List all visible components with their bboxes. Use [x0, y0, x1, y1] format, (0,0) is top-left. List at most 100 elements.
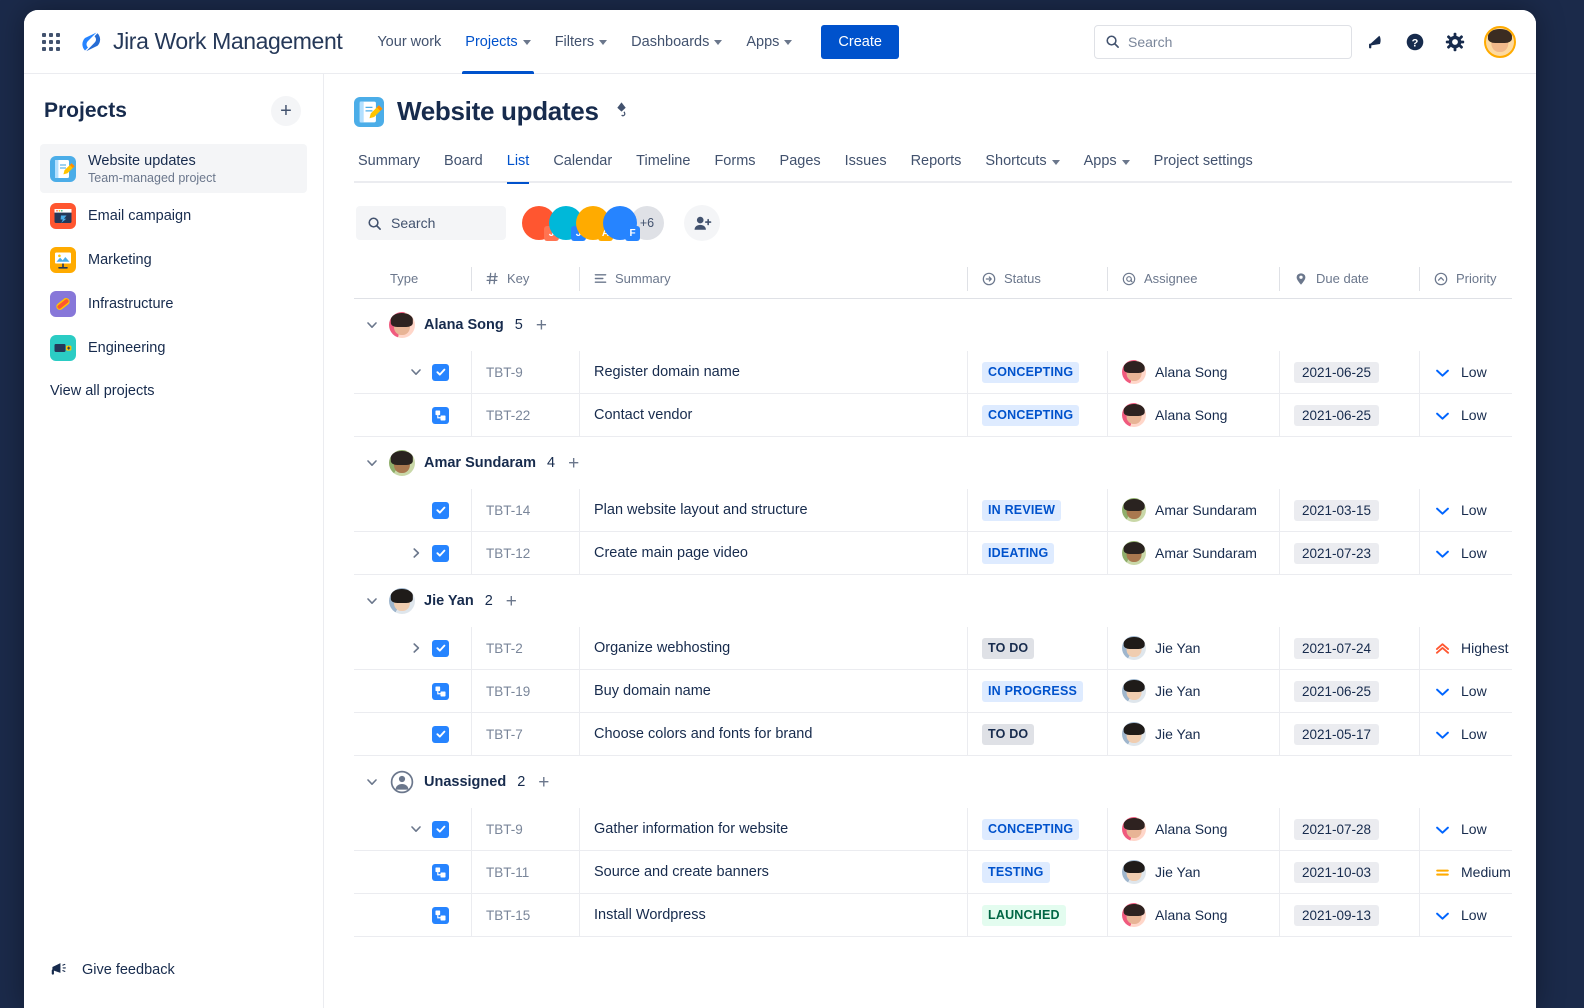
- task-type-icon[interactable]: [432, 820, 449, 838]
- cell-summary[interactable]: Gather information for website: [580, 808, 968, 850]
- cell-key[interactable]: TBT-7: [472, 713, 580, 755]
- table-row[interactable]: TBT-11 Source and create banners TESTING Ji…: [354, 851, 1512, 894]
- cell-assignee[interactable]: Alana Song: [1108, 394, 1280, 436]
- sidebar-item-email-campaign[interactable]: Email campaign: [40, 195, 307, 237]
- jira-brand-logo[interactable]: Jira Work Management: [78, 28, 343, 55]
- cell-status[interactable]: IDEATING: [968, 532, 1108, 574]
- table-row[interactable]: TBT-14 Plan website layout and structure I…: [354, 489, 1512, 532]
- group-header[interactable]: Unassigned 2 +: [354, 756, 1512, 808]
- status-badge[interactable]: TESTING: [982, 861, 1050, 883]
- cell-due-date[interactable]: 2021-06-25: [1280, 394, 1420, 436]
- tab-timeline[interactable]: Timeline: [624, 140, 702, 182]
- cell-summary[interactable]: Choose colors and fonts for brand: [580, 713, 968, 755]
- sidebar-item-engineering[interactable]: Engineering: [40, 327, 307, 369]
- row-expander-down-icon[interactable]: [408, 366, 424, 378]
- tab-shortcuts[interactable]: Shortcuts: [973, 140, 1071, 182]
- status-badge[interactable]: CONCEPTING: [982, 361, 1080, 383]
- sidebar-item-marketing[interactable]: Marketing: [40, 239, 307, 281]
- column-header-due-date[interactable]: Due date: [1280, 266, 1420, 291]
- cell-status[interactable]: CONCEPTING: [968, 351, 1108, 393]
- cell-priority[interactable]: Low: [1420, 808, 1536, 850]
- avatar[interactable]: [1484, 25, 1516, 58]
- cell-summary[interactable]: Organize webhosting: [580, 627, 968, 669]
- cell-priority[interactable]: Medium: [1420, 851, 1536, 893]
- add-issue-to-group-button[interactable]: +: [505, 590, 517, 612]
- sidebar-item-infrastructure[interactable]: Infrastructure: [40, 283, 307, 325]
- status-badge[interactable]: LAUNCHED: [982, 904, 1066, 926]
- group-header[interactable]: Alana Song 5 +: [354, 299, 1512, 351]
- cell-assignee[interactable]: Jie Yan: [1108, 670, 1280, 712]
- cell-summary[interactable]: Create main page video: [580, 532, 968, 574]
- create-button[interactable]: Create: [821, 24, 899, 59]
- cell-assignee[interactable]: Jie Yan: [1108, 627, 1280, 669]
- cell-key[interactable]: TBT-14: [472, 489, 580, 531]
- settings-gear-icon[interactable]: [1438, 25, 1472, 59]
- cell-assignee[interactable]: Alana Song: [1108, 894, 1280, 936]
- avatar[interactable]: F: [603, 206, 640, 241]
- tab-apps[interactable]: Apps: [1072, 140, 1142, 182]
- cell-assignee[interactable]: Alana Song: [1108, 351, 1280, 393]
- cell-key[interactable]: TBT-12: [472, 532, 580, 574]
- nav-dashboards[interactable]: Dashboards: [620, 10, 733, 74]
- cell-assignee[interactable]: Jie Yan: [1108, 713, 1280, 755]
- task-type-icon[interactable]: [432, 363, 449, 381]
- column-header-assignee[interactable]: Assignee: [1108, 266, 1280, 291]
- cell-status[interactable]: TO DO: [968, 713, 1108, 755]
- status-badge[interactable]: CONCEPTING: [982, 818, 1080, 840]
- status-badge[interactable]: IN REVIEW: [982, 499, 1062, 521]
- cell-status[interactable]: CONCEPTING: [968, 394, 1108, 436]
- subtask-type-icon[interactable]: [432, 682, 449, 700]
- task-type-icon[interactable]: [432, 725, 449, 743]
- tab-summary[interactable]: Summary: [354, 140, 432, 182]
- nav-filters[interactable]: Filters: [544, 10, 618, 74]
- global-search-input[interactable]: Search: [1094, 24, 1352, 59]
- help-icon[interactable]: ?: [1398, 25, 1432, 59]
- sidebar-item-website-updates[interactable]: Website updates Team-managed project: [40, 144, 307, 194]
- row-expander-right-icon[interactable]: [408, 642, 424, 654]
- cell-due-date[interactable]: 2021-07-23: [1280, 532, 1420, 574]
- cell-key[interactable]: TBT-22: [472, 394, 580, 436]
- cell-due-date[interactable]: 2021-06-25: [1280, 670, 1420, 712]
- cell-status[interactable]: CONCEPTING: [968, 808, 1108, 850]
- tab-reports[interactable]: Reports: [899, 140, 974, 182]
- give-feedback-button[interactable]: Give feedback: [40, 961, 307, 1008]
- cell-summary[interactable]: Buy domain name: [580, 670, 968, 712]
- cell-key[interactable]: TBT-2: [472, 627, 580, 669]
- status-badge[interactable]: TO DO: [982, 637, 1035, 659]
- cell-due-date[interactable]: 2021-03-15: [1280, 489, 1420, 531]
- cell-priority[interactable]: Low: [1420, 394, 1536, 436]
- add-issue-to-group-button[interactable]: +: [535, 314, 547, 336]
- table-row[interactable]: TBT-19 Buy domain name IN PROGRESS Jie Yan 2…: [354, 670, 1512, 713]
- search-input[interactable]: Search: [356, 206, 506, 240]
- subtask-type-icon[interactable]: [432, 406, 449, 424]
- table-row[interactable]: TBT-9 Register domain name CONCEPTING Alana…: [354, 351, 1512, 394]
- column-header-priority[interactable]: Priority: [1420, 267, 1536, 291]
- cell-status[interactable]: LAUNCHED: [968, 894, 1108, 936]
- column-header-status[interactable]: Status: [968, 266, 1108, 291]
- cell-priority[interactable]: Low: [1420, 713, 1536, 755]
- cell-key[interactable]: TBT-9: [472, 808, 580, 850]
- table-row[interactable]: TBT-15 Install Wordpress LAUNCHED Alana Son…: [354, 894, 1512, 937]
- cell-key[interactable]: TBT-19: [472, 670, 580, 712]
- row-expander-down-icon[interactable]: [364, 457, 380, 469]
- table-row[interactable]: TBT-7 Choose colors and fonts for brand TO…: [354, 713, 1512, 756]
- table-row[interactable]: TBT-22 Contact vendor CONCEPTING Alana Song…: [354, 394, 1512, 437]
- tab-list[interactable]: List: [495, 140, 542, 184]
- cell-assignee[interactable]: Jie Yan: [1108, 851, 1280, 893]
- add-issue-to-group-button[interactable]: +: [568, 452, 580, 474]
- status-badge[interactable]: TO DO: [982, 723, 1035, 745]
- tab-project-settings[interactable]: Project settings: [1142, 140, 1265, 182]
- cell-status[interactable]: IN PROGRESS: [968, 670, 1108, 712]
- nav-your-work[interactable]: Your work: [366, 10, 452, 74]
- cell-summary[interactable]: Register domain name: [580, 351, 968, 393]
- subtask-type-icon[interactable]: [432, 906, 449, 924]
- cell-status[interactable]: TESTING: [968, 851, 1108, 893]
- group-header[interactable]: Amar Sundaram 4 +: [354, 437, 1512, 489]
- cell-status[interactable]: TO DO: [968, 627, 1108, 669]
- tab-calendar[interactable]: Calendar: [541, 140, 624, 182]
- tab-board[interactable]: Board: [432, 140, 495, 182]
- cell-status[interactable]: IN REVIEW: [968, 489, 1108, 531]
- add-issue-to-group-button[interactable]: +: [538, 771, 550, 793]
- cell-key[interactable]: TBT-9: [472, 351, 580, 393]
- cell-summary[interactable]: Contact vendor: [580, 394, 968, 436]
